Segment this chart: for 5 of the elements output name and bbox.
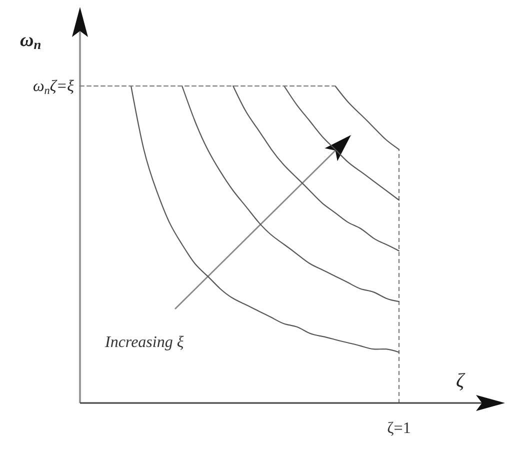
y-axis-title: ω$_{n}$ bbox=[20, 30, 42, 52]
annotation: Increasing ξ bbox=[104, 334, 184, 351]
series-label: ω$_{n}$ζ=ξ bbox=[32, 78, 74, 97]
text: ζ=1 bbox=[387, 420, 411, 437]
x-axis-title: ζ bbox=[456, 370, 466, 392]
